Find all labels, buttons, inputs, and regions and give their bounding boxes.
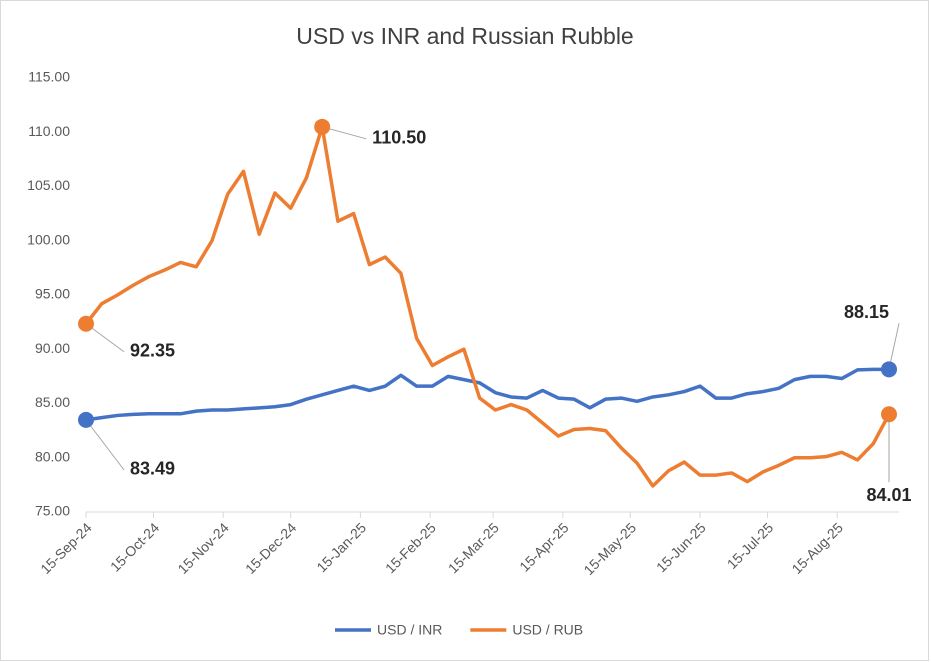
legend-label: USD / INR [377,622,442,638]
point-marker [881,406,897,423]
point-marker [881,361,897,378]
data-label: 88.15 [844,302,889,322]
y-tick-label: 105.00 [27,177,70,193]
y-tick-label: 110.00 [28,123,70,139]
y-tick-label: 85.00 [35,394,70,410]
data-label: 92.35 [130,341,175,361]
y-tick-label: 95.00 [35,286,70,302]
series-line [84,125,891,488]
point-marker [314,118,331,135]
y-tick-label: 115.00 [28,69,70,85]
point-marker [78,411,94,428]
y-tick-label: 100.00 [27,231,70,247]
y-tick-label: 75.00 [35,503,70,519]
series-line [85,367,889,422]
point-marker [78,315,94,332]
leader-line [85,419,125,471]
data-label: 110.50 [372,128,426,148]
data-label: 84.01 [866,485,911,505]
data-label: 83.49 [130,459,175,479]
legend-label: USD / RUB [512,622,583,638]
y-tick-label: 80.00 [35,448,70,464]
y-tick-label: 90.00 [35,340,70,356]
chart-title: USD vs INR and Russian Rubble [296,23,633,49]
